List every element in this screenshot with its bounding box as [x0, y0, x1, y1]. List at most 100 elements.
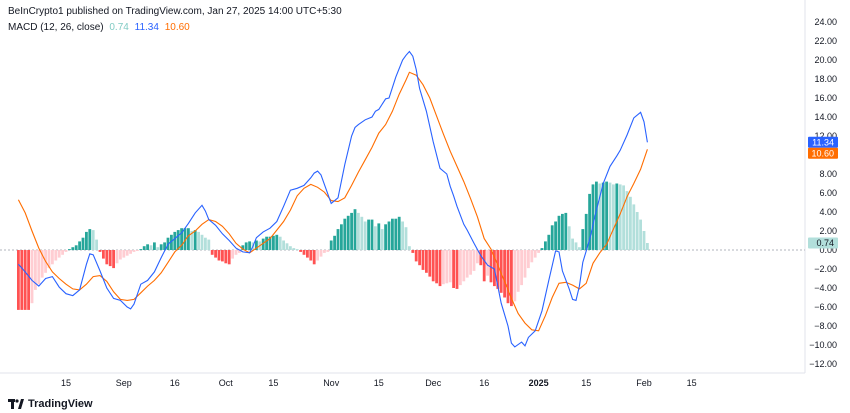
histogram-bar [91, 230, 95, 250]
histogram-bar [363, 221, 367, 250]
histogram-bar [285, 243, 289, 250]
histogram-bar [564, 212, 568, 250]
x-tick-label: 16 [479, 378, 489, 388]
indicator-legend[interactable]: MACD (12, 26, close) 0.74 11.34 10.60 [8, 22, 193, 33]
histogram-bar [299, 250, 302, 252]
histogram-bar [431, 250, 435, 282]
histogram-bar [136, 250, 139, 251]
histogram-bar [584, 213, 588, 250]
histogram-bar [261, 238, 265, 250]
histogram-bar [397, 216, 401, 251]
histogram-bar [255, 240, 258, 250]
histogram-bar [438, 250, 442, 287]
histogram-bar [180, 228, 183, 250]
histogram-bar [61, 250, 64, 255]
y-axis[interactable]: 24.0022.0020.0018.0016.0014.0012.0010.00… [809, 17, 837, 369]
histogram-bar [306, 250, 309, 258]
histogram-bar [40, 250, 44, 278]
histogram-bar [176, 230, 180, 250]
signal-price-tag: 10.60 [808, 147, 838, 159]
histogram-bar [295, 249, 299, 251]
histogram-bar [200, 234, 204, 250]
histogram-bar [125, 250, 129, 256]
histogram-bar [302, 250, 306, 255]
histogram-bar [105, 250, 109, 265]
histogram-bar [615, 183, 619, 250]
histogram-bar [513, 250, 517, 302]
histogram-bar [102, 250, 105, 259]
histogram-bar [57, 250, 61, 258]
histogram-bar [23, 250, 27, 310]
publish-info: BeInCrypto1 published on TradingView.com… [8, 6, 342, 17]
histogram-bar [316, 250, 319, 261]
y-tick-label: −6.00 [814, 302, 837, 312]
tradingview-logo[interactable]: TradingView [8, 398, 93, 410]
x-axis[interactable]: 15 Sep 16 Oct 15 Nov 15 Dec 16 2025 15 Feb 15 [61, 378, 697, 388]
histogram-bar [380, 229, 384, 250]
histogram-bar [629, 196, 632, 250]
histogram-bar [173, 231, 177, 250]
histogram-bar [384, 224, 387, 250]
histogram-bar [493, 250, 496, 287]
histogram-bar [207, 239, 211, 251]
histogram-bar [544, 241, 547, 250]
histogram-bar [170, 234, 173, 250]
histogram-bar [588, 193, 591, 250]
signal-price-tag-bg [808, 147, 838, 159]
histogram-bar [312, 250, 316, 265]
histogram-bar [618, 184, 622, 250]
histogram-bar [319, 250, 323, 257]
histogram-bar [231, 250, 234, 259]
histogram-bar [377, 223, 381, 250]
histogram-bar [30, 250, 34, 304]
histogram-bar [248, 241, 251, 250]
histogram-bar [530, 250, 534, 263]
histogram-bar [333, 235, 336, 251]
y-tick-label: 8.00 [819, 169, 837, 179]
histogram-bar [642, 231, 646, 250]
histogram-bar [129, 250, 132, 254]
histogram-bar [496, 250, 500, 289]
histogram-bar [387, 221, 391, 250]
histogram-bar [340, 224, 343, 250]
histogram-bar [516, 250, 520, 292]
histogram-value: 0.74 [109, 22, 129, 33]
histogram-bar [214, 250, 217, 258]
x-tick-label: Oct [219, 378, 234, 388]
histogram-bar [224, 250, 228, 264]
histogram-bar [506, 250, 510, 304]
histogram-bar [527, 250, 530, 269]
signal-price-tag-text: 10.60 [811, 148, 834, 158]
y-tick-label: 20.00 [814, 55, 837, 65]
histogram-bar [608, 182, 612, 251]
histogram-price-tag: 0.74 [808, 237, 838, 249]
x-tick-label: Dec [425, 378, 442, 388]
histogram-bar [350, 212, 353, 250]
histogram-bar [421, 250, 425, 270]
histogram-bar [282, 240, 285, 250]
histogram-bar [142, 246, 146, 250]
histogram-bar [149, 245, 153, 251]
y-tick-label: −8.00 [814, 321, 837, 331]
x-tick-label: 15 [374, 378, 384, 388]
histogram-bar [540, 248, 544, 250]
histogram-bar [34, 250, 37, 290]
histogram-bar [459, 250, 462, 286]
histogram-bar [193, 230, 197, 250]
histogram-bar [489, 250, 493, 283]
histogram-bar [275, 234, 279, 250]
y-tick-label: 6.00 [819, 188, 837, 198]
histogram-bar [425, 250, 428, 273]
histogram-bar [187, 228, 190, 250]
histogram-bar [435, 250, 438, 284]
histogram-bar [278, 236, 282, 250]
histogram-bar [537, 250, 540, 253]
y-tick-label: −10.00 [809, 340, 837, 350]
histogram-bar [326, 250, 330, 252]
y-tick-label: 18.00 [814, 74, 837, 84]
macd-price-tag-bg [808, 136, 838, 148]
histogram-bar [635, 212, 639, 250]
histogram-bar [204, 237, 207, 250]
